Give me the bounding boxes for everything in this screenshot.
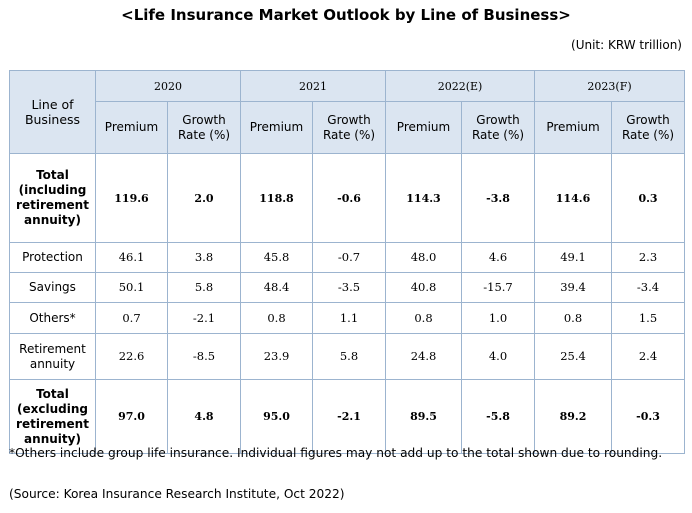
table-body: Total (including retirement annuity) 119.… [9,153,686,454]
premium-cell: 48.0 [385,242,462,273]
source-note: (Source: Korea Insurance Research Instit… [9,487,345,501]
growth-rate-header: Growth Rate (%) [312,101,386,154]
growth-rate-header: Growth Rate (%) [611,101,686,154]
table-row: Retirement annuity 22.6 -8.5 23.9 5.8 24.8 4.0… [9,333,686,380]
growth-rate-cell: 1.5 [611,302,686,334]
growth-rate-cell: -0.3 [611,379,686,454]
year-header: 2021 [240,70,386,102]
growth-rate-header: Growth Rate (%) [167,101,241,154]
premium-cell: 0.8 [385,302,462,334]
growth-rate-cell: -8.5 [167,333,241,380]
premium-header: Premium [95,101,168,154]
growth-rate-cell: 5.8 [312,333,386,380]
growth-rate-header: Growth Rate (%) [460,101,536,154]
table-row: Others* 0.7 -2.1 0.8 1.1 0.8 1.0 0.8 1.5 [9,302,686,334]
growth-rate-cell: -3.8 [460,153,536,243]
growth-rate-cell: 4.0 [460,333,536,380]
premium-cell: 114.6 [534,153,613,243]
premium-cell: 0.8 [240,302,313,334]
line-of-business-header: Line of Business [9,70,96,154]
unit-note: (Unit: KRW trillion) [571,38,682,52]
growth-rate-cell: -3.4 [611,272,686,303]
premium-cell: 97.0 [95,379,168,454]
growth-rate-cell: 2.0 [167,153,241,243]
growth-rate-cell: 5.8 [167,272,241,303]
row-label: Retirement annuity [9,333,96,380]
premium-header: Premium [240,101,313,154]
growth-rate-cell: -0.7 [312,242,386,273]
row-label: Total (including retirement annuity) [9,153,96,243]
premium-cell: 50.1 [95,272,168,303]
footnote: *Others include group life insurance. In… [9,446,663,460]
premium-cell: 25.4 [534,333,613,380]
growth-rate-cell: -3.5 [312,272,386,303]
premium-cell: 49.1 [534,242,613,273]
premium-cell: 0.7 [95,302,168,334]
growth-rate-cell: 2.3 [611,242,686,273]
growth-rate-cell: -2.1 [312,379,386,454]
row-label: Others* [9,302,96,334]
outlook-table: Line of Business 2020 2021 2022(E) 2023(… [9,70,686,454]
growth-rate-cell: 2.4 [611,333,686,380]
premium-cell: 45.8 [240,242,313,273]
row-label: Protection [9,242,96,273]
table-row: Total (including retirement annuity) 119.… [9,153,686,243]
year-header: 2020 [95,70,241,102]
premium-cell: 23.9 [240,333,313,380]
row-label: Total (excluding retirement annuity) [9,379,96,454]
premium-cell: 48.4 [240,272,313,303]
premium-cell: 114.3 [385,153,462,243]
growth-rate-cell: 0.3 [611,153,686,243]
premium-cell: 24.8 [385,333,462,380]
year-header: 2023(F) [534,70,686,102]
page-title: <Life Insurance Market Outlook by Line o… [121,6,571,24]
growth-rate-cell: -0.6 [312,153,386,243]
row-label: Savings [9,272,96,303]
table-row: Total (excluding retirement annuity) 97.0… [9,379,686,454]
premium-header: Premium [534,101,613,154]
premium-cell: 40.8 [385,272,462,303]
growth-rate-cell: -5.8 [460,379,536,454]
premium-cell: 95.0 [240,379,313,454]
premium-cell: 119.6 [95,153,168,243]
premium-cell: 0.8 [534,302,613,334]
table-row: Savings 50.1 5.8 48.4 -3.5 40.8 -15.7 39.4 -3.4 [9,272,686,303]
premium-cell: 46.1 [95,242,168,273]
premium-cell: 89.5 [385,379,462,454]
premium-cell: 39.4 [534,272,613,303]
growth-rate-cell: 3.8 [167,242,241,273]
table-row: Protection 46.1 3.8 45.8 -0.7 48.0 4.6 49.1 2.3 [9,242,686,273]
premium-cell: 22.6 [95,333,168,380]
premium-header: Premium [385,101,462,154]
growth-rate-cell: 1.1 [312,302,386,334]
growth-rate-cell: -2.1 [167,302,241,334]
growth-rate-cell: 4.6 [460,242,536,273]
growth-rate-cell: -15.7 [460,272,536,303]
growth-rate-cell: 1.0 [460,302,536,334]
premium-cell: 118.8 [240,153,313,243]
year-header: 2022(E) [384,70,536,102]
